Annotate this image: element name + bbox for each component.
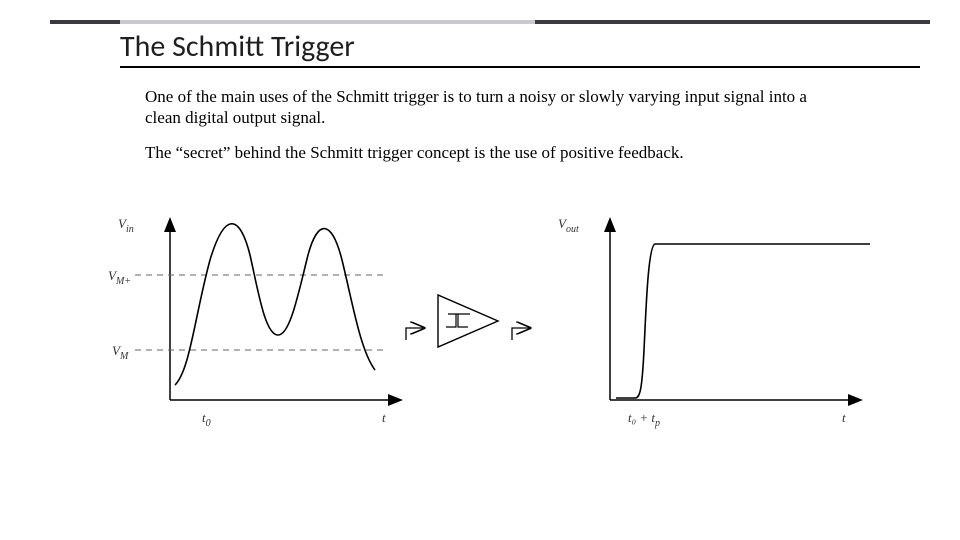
hysteresis-icon — [446, 314, 470, 327]
title-underline — [120, 66, 920, 68]
vin-label: Vin — [118, 216, 134, 235]
output-arrow-icon — [512, 328, 529, 340]
slide: The Schmitt Trigger One of the main uses… — [0, 0, 960, 540]
vout-label: Vout — [558, 216, 579, 235]
left-t-label: t — [382, 410, 386, 425]
title-block: The Schmitt Trigger — [120, 28, 355, 65]
input-arrow-icon — [406, 328, 423, 340]
right-t0tp-label: t₀ + tp — [628, 410, 660, 429]
buffer-triangle-icon — [438, 295, 498, 347]
right-plot: Vout t₀ + tp t — [558, 216, 870, 429]
rule-dark-left — [50, 20, 120, 24]
left-plot: Vin VM+ VM t0 t — [108, 216, 400, 429]
diagram-svg: Vin VM+ VM t0 t — [80, 200, 880, 460]
rule-dark-right — [535, 20, 930, 24]
vin-waveform — [175, 224, 375, 385]
vout-step — [616, 244, 870, 398]
vmplus-label: VM+ — [108, 268, 131, 287]
paragraph-1: One of the main uses of the Schmitt trig… — [145, 86, 845, 129]
diagram-area: Vin VM+ VM t0 t — [80, 200, 880, 460]
rule-light-left — [120, 20, 415, 24]
left-t0-label: t0 — [202, 410, 211, 429]
page-title: The Schmitt Trigger — [120, 28, 355, 65]
paragraph-2: The “secret” behind the Schmitt trigger … — [145, 142, 845, 163]
right-t-label: t — [842, 410, 846, 425]
rule-light-right — [415, 20, 535, 24]
vm-label: VM — [112, 343, 129, 362]
schmitt-trigger-symbol — [406, 295, 529, 347]
